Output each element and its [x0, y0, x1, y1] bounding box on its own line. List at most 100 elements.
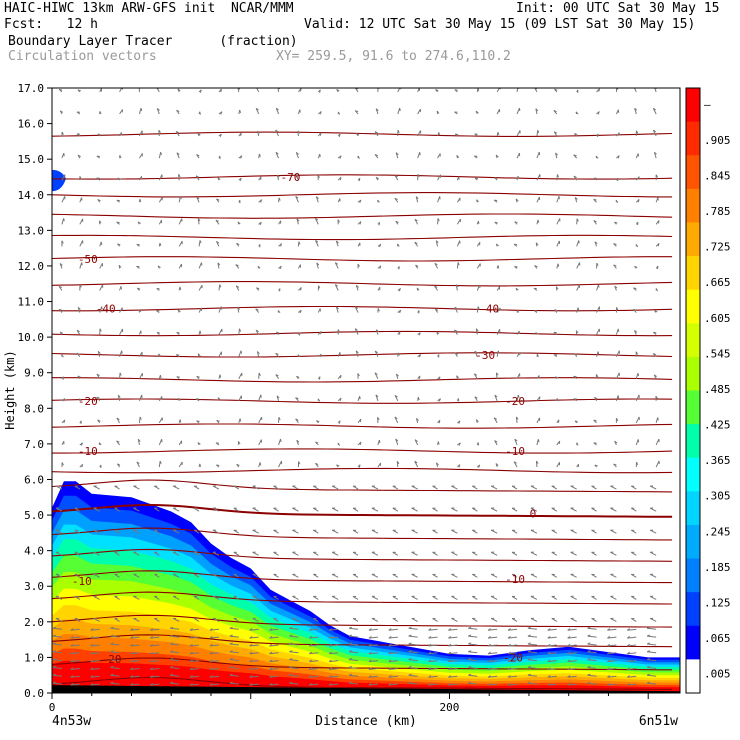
vector-arrow: [70, 636, 80, 639]
vector-arrow: [527, 643, 537, 646]
vector-arrow: [647, 682, 657, 685]
vector-arrow: [133, 551, 140, 556]
vector-head: [110, 634, 114, 637]
vector-arrow: [596, 306, 600, 313]
vector-arrow: [348, 666, 359, 669]
vector-arrow: [55, 507, 63, 512]
vector-arrow: [607, 660, 617, 663]
vector-arrow: [655, 438, 660, 446]
vector-head: [137, 287, 141, 290]
vector-arrow: [90, 683, 100, 686]
vector-arrow: [468, 659, 478, 662]
vector-head: [52, 642, 56, 645]
vector-arrow: [408, 651, 418, 654]
vector-head: [527, 673, 531, 676]
vector-head: [309, 667, 313, 670]
vector-arrow: [507, 652, 518, 655]
vector-head: [397, 352, 400, 356]
vector-arrow: [309, 636, 319, 639]
vector-head: [278, 417, 281, 421]
x-tick-label: 0: [49, 701, 56, 714]
vector-head: [309, 682, 313, 686]
contour-label: -10: [505, 573, 525, 586]
vector-head: [339, 177, 342, 181]
vector-head: [394, 394, 398, 398]
vector-arrow: [448, 644, 458, 647]
vector-arrow: [488, 636, 498, 639]
vector-head: [189, 659, 193, 663]
vector-arrow: [610, 573, 617, 578]
vector-arrow: [395, 438, 399, 446]
org-label: NCAR/MMM: [230, 1, 294, 16]
vector-head: [52, 681, 56, 684]
vector-head: [97, 419, 101, 422]
vector-head: [189, 635, 193, 639]
vector-arrow: [368, 675, 378, 678]
vector-head: [348, 642, 353, 645]
vector-head: [653, 374, 657, 377]
vector-head: [394, 174, 398, 178]
vector-head: [468, 650, 472, 653]
vector-head: [388, 682, 392, 686]
vector-arrow: [212, 485, 220, 490]
vector-arrow: [119, 328, 123, 335]
vector-arrow: [269, 675, 279, 678]
vector-head: [468, 673, 472, 676]
vector-head: [159, 460, 162, 464]
vector-head: [289, 673, 293, 676]
vector-head: [178, 174, 181, 178]
vector-arrow: [397, 107, 401, 115]
vector-arrow: [371, 529, 379, 534]
vector-arrow: [329, 644, 339, 647]
vector-head: [76, 329, 80, 333]
colorbar-label: .605: [704, 312, 731, 325]
vector-arrow: [448, 636, 458, 639]
colorbar-label: .005: [704, 668, 731, 681]
vector-arrow: [368, 667, 378, 670]
vector-arrow: [172, 485, 180, 490]
vector-arrow: [172, 618, 180, 622]
vector-head: [474, 350, 478, 354]
vector-arrow: [249, 675, 259, 678]
vector-head: [61, 354, 64, 358]
vector-head: [297, 354, 301, 358]
vector-arrow: [607, 652, 617, 655]
vector-head: [456, 155, 460, 158]
vector-head: [279, 266, 282, 270]
vector-arrow: [133, 507, 140, 512]
vector-head: [70, 659, 74, 663]
colorbar-swatch: [686, 659, 700, 694]
contour-label: -20: [78, 395, 98, 408]
vector-head: [368, 651, 372, 655]
vector-arrow: [130, 636, 140, 639]
init-time: Init: 00 UTC Sat 30 May 15: [516, 1, 720, 16]
vector-head: [97, 350, 101, 354]
vector-arrow: [292, 507, 299, 512]
vector-arrow: [315, 240, 319, 247]
vector-head: [320, 331, 322, 335]
vector-head: [97, 133, 101, 136]
x-axis: 0 200: [49, 693, 649, 714]
vector-arrow: [289, 666, 299, 669]
vector-head: [477, 88, 480, 92]
vector-arrow: [289, 635, 299, 638]
vector-head: [414, 241, 418, 244]
vector-arrow: [249, 652, 259, 655]
temperature-contour-line: [52, 174, 673, 180]
vector-head: [428, 628, 432, 631]
vector-head: [295, 152, 299, 155]
contour-label: 0: [530, 507, 537, 520]
vector-head: [289, 681, 293, 684]
vector-arrow: [570, 618, 577, 622]
vector-arrow: [607, 628, 617, 631]
vector-arrow: [292, 529, 299, 534]
colorbar-swatch: [686, 558, 700, 593]
vector-arrow: [411, 529, 418, 534]
vector-head: [197, 132, 201, 136]
vector-head: [358, 464, 361, 468]
vector-arrow: [212, 529, 220, 534]
vector-arrow: [212, 507, 220, 512]
vector-head: [209, 667, 213, 670]
vector-arrow: [55, 595, 63, 600]
vector-arrow: [172, 529, 180, 534]
